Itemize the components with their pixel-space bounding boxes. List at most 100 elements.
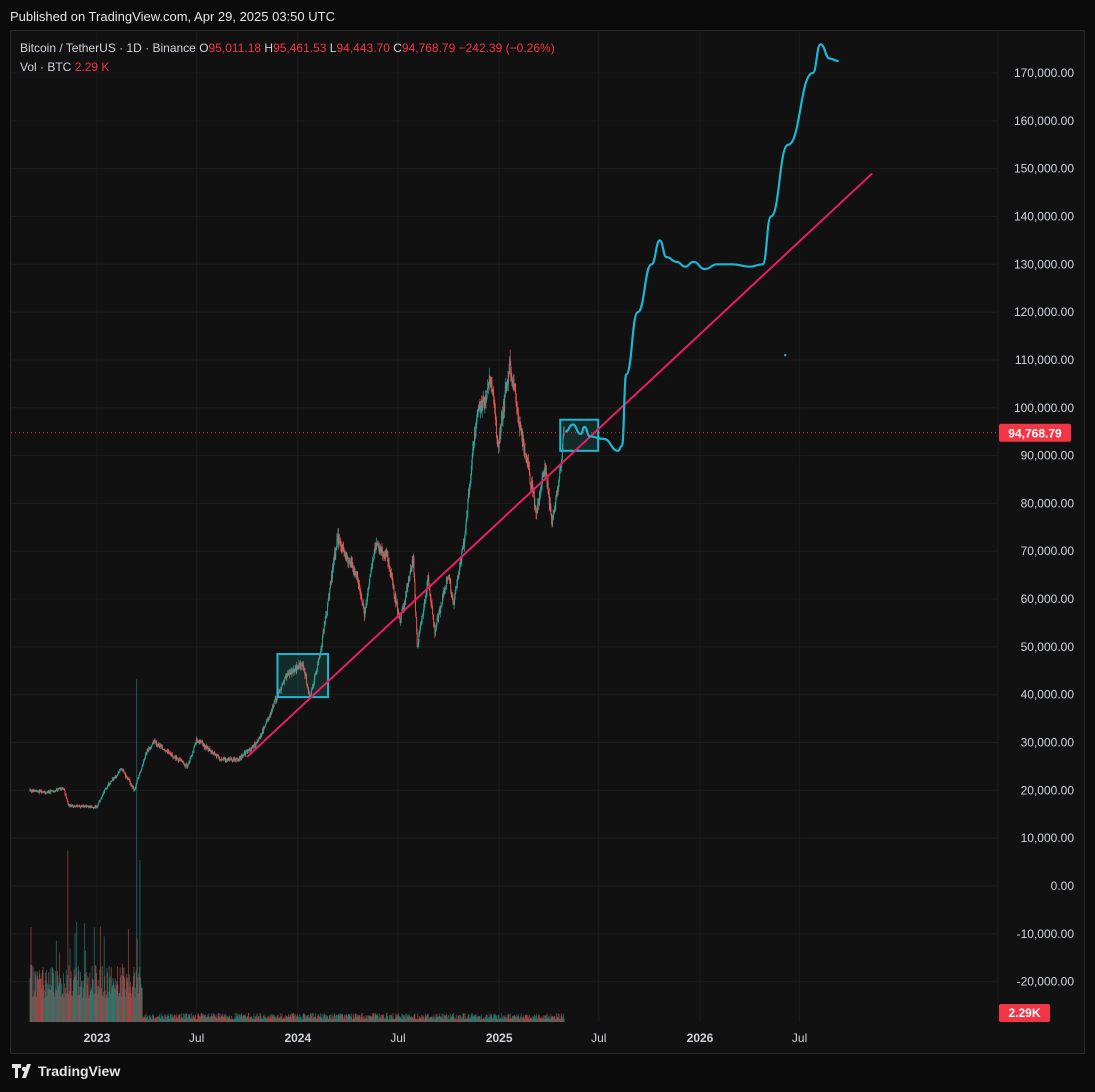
volume-bar: [467, 1016, 469, 1022]
volume-bar: [394, 1018, 396, 1022]
volume-bar: [111, 987, 113, 1022]
volume-bar: [560, 1012, 562, 1022]
volume-bar: [108, 992, 110, 1022]
volume-bar: [231, 1018, 233, 1022]
candle-body: [107, 786, 108, 788]
volume-bar: [282, 1018, 283, 1022]
volume-bar: [425, 1013, 426, 1022]
candle-body: [211, 750, 213, 753]
volume-bar: [352, 1019, 354, 1022]
candle-body: [511, 376, 513, 383]
volume-bar: [297, 1016, 299, 1022]
volume-bar: [132, 976, 134, 1022]
candle-body: [177, 760, 179, 762]
volume-bar: [36, 976, 38, 1022]
volume-label[interactable]: Vol · BTC: [20, 60, 72, 74]
candle-body: [275, 698, 277, 701]
candle-body: [505, 384, 507, 390]
volume-bar: [550, 1013, 552, 1022]
volume-bar: [255, 1016, 256, 1022]
candle-body: [522, 438, 524, 443]
volume-bar: [441, 1013, 443, 1022]
volume-bar: [546, 1014, 547, 1022]
volume-bar: [559, 1019, 561, 1022]
volume-bar: [434, 1018, 436, 1022]
volume-bar: [152, 1014, 154, 1022]
volume-bar: [422, 1015, 424, 1022]
volume-bar: [359, 1015, 360, 1022]
candle-body: [208, 748, 210, 751]
candle-body: [86, 805, 88, 807]
volume-bar: [184, 1018, 186, 1022]
volume-bar: [197, 1014, 199, 1022]
volume-bar: [140, 984, 142, 1022]
volume-bar: [345, 1015, 347, 1022]
candle-body: [49, 790, 51, 793]
volume-bar: [541, 1018, 543, 1022]
y-tick-label: 120,000.00: [1014, 305, 1074, 319]
volume-bar: [169, 1014, 171, 1022]
volume-bar: [324, 1014, 326, 1022]
volume-bar: [34, 971, 36, 1022]
candle-body: [45, 792, 47, 794]
volume-bar: [389, 1019, 391, 1022]
volume-bar: [97, 979, 99, 1022]
tradingview-logo[interactable]: TradingView: [12, 1063, 120, 1079]
candle-body: [314, 674, 316, 675]
volume-bar: [160, 1013, 162, 1022]
volume-bar: [532, 1015, 534, 1022]
y-tick-label: 10,000.00: [1021, 831, 1075, 845]
candle-body: [47, 791, 49, 793]
volume-bar: [510, 1018, 512, 1022]
volume-bar: [381, 1014, 383, 1022]
volume-bar: [557, 1012, 559, 1022]
candle-body: [531, 481, 533, 488]
chart-frame[interactable]: [10, 30, 1085, 1054]
candle-body: [93, 807, 95, 808]
volume-bar: [502, 1018, 503, 1022]
volume-bar: [70, 978, 72, 1022]
volume-bar: [54, 971, 56, 1022]
candle-body: [126, 776, 128, 778]
candle-body: [423, 603, 425, 608]
candle-body: [171, 753, 173, 755]
symbol-name[interactable]: Bitcoin / TetherUS · 1D · Binance: [20, 41, 196, 55]
candle-body: [471, 464, 473, 474]
candle-body: [337, 533, 339, 541]
volume-bar: [504, 1018, 506, 1022]
volume-bar: [282, 1019, 284, 1022]
candle-body: [229, 758, 231, 760]
volume-bar: [472, 1016, 474, 1022]
volume-bar: [30, 965, 31, 1022]
volume-bar: [72, 979, 74, 1022]
volume-bar: [306, 1015, 308, 1022]
volume-bar: [468, 1014, 470, 1022]
candle-body: [372, 559, 374, 567]
volume-bar: [234, 1012, 236, 1022]
candle-body: [159, 744, 161, 747]
candle-body: [181, 759, 183, 761]
volume-bar: [453, 1019, 455, 1022]
candle-body: [109, 783, 111, 785]
volume-bar: [91, 990, 92, 1022]
volume-bar: [285, 1018, 287, 1022]
candle-body: [248, 749, 250, 750]
volume-bar: [405, 1019, 407, 1022]
volume-bar: [107, 972, 108, 1022]
candle-body: [268, 717, 270, 720]
volume-bar: [275, 1018, 277, 1022]
candle-body: [97, 805, 99, 806]
candle-body: [235, 760, 237, 762]
candle-body: [82, 805, 84, 807]
candle-body: [537, 503, 539, 512]
volume-bar: [441, 1017, 442, 1022]
volume-bar: [465, 1018, 467, 1022]
volume-bar: [381, 1018, 382, 1022]
volume-bar: [249, 1018, 251, 1022]
candle-body: [449, 581, 451, 583]
candle-body: [142, 764, 144, 766]
candle-body: [315, 674, 317, 676]
volume-bar: [85, 950, 86, 1022]
volume-bar: [112, 978, 114, 1022]
